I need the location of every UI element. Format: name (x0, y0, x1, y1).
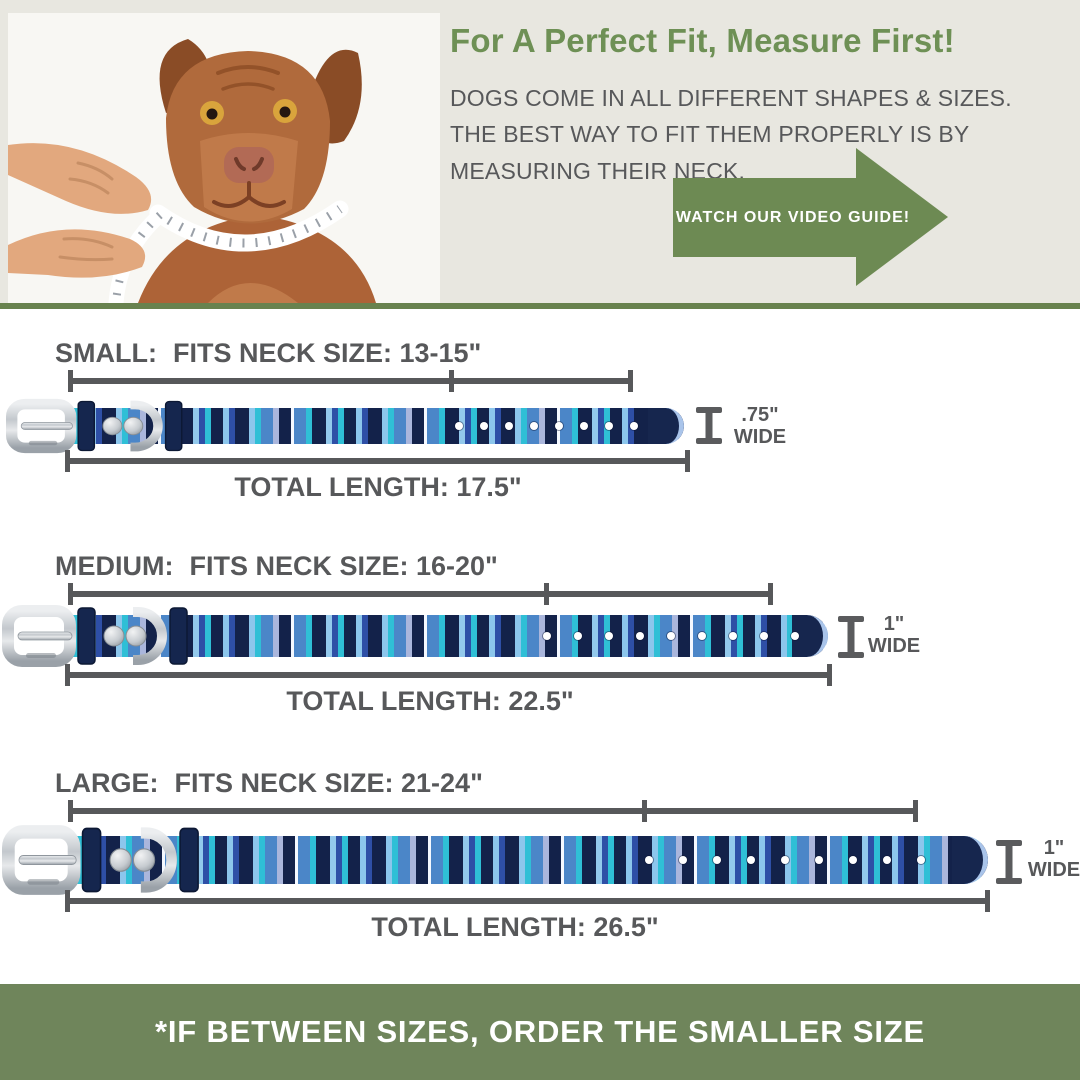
collar-strap (72, 615, 828, 657)
width-ibeam-icon (838, 616, 864, 658)
width-label-medium: 1" WIDE (852, 613, 936, 658)
video-guide-label: WATCH OUR VIDEO GUIDE! (675, 208, 911, 226)
size-name: LARGE: (55, 768, 159, 798)
collar-graphic-small (6, 398, 706, 454)
arrow-head-icon (856, 148, 948, 286)
neck-range-line-large (68, 800, 918, 822)
total-length-line-small (65, 450, 690, 472)
total-length-label-small: TOTAL LENGTH: 17.5" (234, 472, 522, 502)
buckle-icon (2, 825, 199, 895)
total-length-line-medium (65, 664, 832, 686)
fits-neck-size: FITS NECK SIZE: 21-24" (174, 768, 483, 798)
width-ibeam-icon (996, 840, 1022, 884)
collar-graphic-medium (2, 604, 862, 668)
fits-neck-size: FITS NECK SIZE: 16-20" (189, 551, 498, 581)
width-value: .75" (741, 404, 779, 426)
width-word: WIDE (1027, 859, 1080, 882)
collar-graphic-large (2, 824, 1012, 896)
total-length-label-large: TOTAL LENGTH: 26.5" (371, 912, 659, 942)
collar-tip (648, 408, 684, 444)
width-value: 1" (883, 613, 905, 635)
total-length-line-large (65, 890, 990, 912)
collar-tip (952, 836, 988, 884)
neck-range-line-medium (68, 583, 773, 605)
buckle-icon (6, 398, 183, 454)
fits-neck-size: FITS NECK SIZE: 13-15" (172, 338, 482, 368)
collar-holes (543, 632, 799, 640)
size-header-small: SMALL: FITS NECK SIZE: 13-15" (55, 338, 481, 369)
collar-holes (645, 856, 925, 864)
size-header-medium: MEDIUM: FITS NECK SIZE: 16-20" (55, 551, 498, 582)
size-name: MEDIUM: (55, 551, 174, 581)
neck-range-line-small (68, 370, 633, 392)
width-label-large: 1" WIDE (1012, 837, 1080, 882)
intro-text: DOGS COME IN ALL DIFFERENT SHAPES & SIZE… (450, 85, 1012, 184)
size-name: SMALL: (55, 338, 157, 368)
total-length-label-medium: TOTAL LENGTH: 22.5" (286, 686, 574, 716)
hero-section: For A Perfect Fit, Measure First! DOGS C… (0, 0, 1080, 303)
footer-note: *IF BETWEEN SIZES, ORDER THE SMALLER SIZ… (155, 1014, 925, 1049)
dog-measurement-photo (8, 13, 440, 303)
width-value: 1" (1043, 837, 1065, 859)
footer-bar: *IF BETWEEN SIZES, ORDER THE SMALLER SIZ… (0, 984, 1080, 1080)
width-word: WIDE (733, 426, 787, 449)
collar-holes (455, 422, 638, 430)
width-ibeam-icon (696, 407, 722, 444)
video-guide-arrow-button[interactable]: WATCH OUR VIDEO GUIDE! (673, 148, 948, 287)
page-title: For A Perfect Fit, Measure First! (450, 22, 955, 59)
buckle-icon (2, 605, 188, 667)
size-header-large: LARGE: FITS NECK SIZE: 21-24" (55, 768, 483, 799)
collar-strap (76, 836, 988, 884)
arrow-body (673, 178, 857, 257)
width-label-small: .75" WIDE (718, 404, 802, 449)
width-word: WIDE (867, 635, 921, 658)
section-divider (0, 303, 1080, 309)
